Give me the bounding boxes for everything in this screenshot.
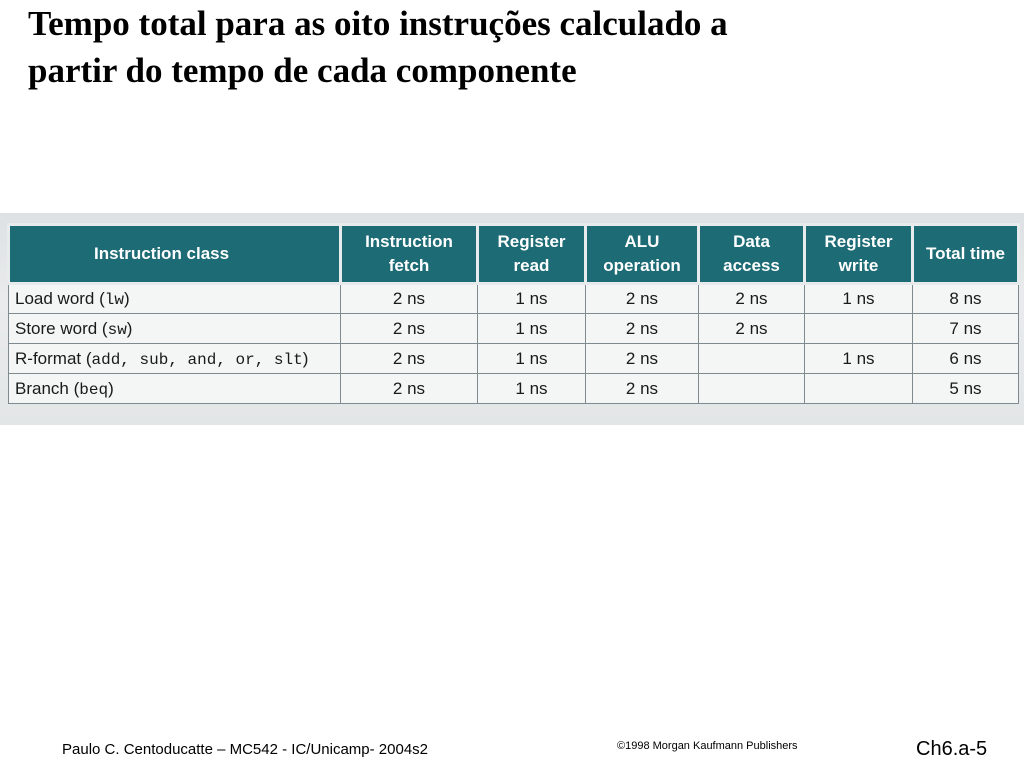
instruction-class-cell: Branch (beq): [8, 373, 341, 404]
table-cell: 8 ns: [912, 283, 1019, 314]
instruction-mnemonic: sw: [107, 320, 127, 339]
header-total-time: Total time: [911, 223, 1020, 285]
table-cell: 2 ns: [585, 343, 699, 374]
table-cell: 2 ns: [698, 283, 805, 314]
table-row: Load word (lw) 2 ns 1 ns 2 ns 2 ns 1 ns …: [8, 283, 1019, 314]
header-register-write: Register write: [803, 223, 914, 285]
instruction-class-label-end: ): [126, 318, 133, 338]
instruction-class-label: R-format (: [15, 348, 92, 368]
table-cell: 1 ns: [804, 283, 913, 314]
instruction-class-label-end: ): [123, 289, 130, 308]
table-cell: 2 ns: [340, 283, 478, 314]
table-cell: 2 ns: [340, 343, 478, 374]
header-instruction-class: Instruction class: [7, 223, 342, 285]
instruction-timing-table: Instruction class Instruction fetch Regi…: [7, 223, 1020, 404]
slide-title: Tempo total para as oito instruções calc…: [28, 0, 988, 94]
footer-page-number: Ch6.a-5: [916, 738, 988, 760]
table-cell: 2 ns: [340, 313, 478, 344]
table-cell: 1 ns: [477, 283, 586, 314]
footer-copyright: ©1998 Morgan Kaufmann Publishers: [617, 740, 798, 752]
instruction-class-label: Load word (: [15, 289, 105, 308]
instruction-mnemonic: add, sub, and, or, slt: [91, 350, 303, 369]
instruction-class-label-end: ): [302, 348, 309, 368]
table-cell: 2 ns: [585, 373, 699, 404]
instruction-class-label: Store word (: [15, 318, 108, 338]
instruction-class-cell: R-format (add, sub, and, or, slt): [8, 343, 341, 374]
table-row: Branch (beq) 2 ns 1 ns 2 ns 5 ns: [8, 373, 1019, 404]
header-register-read: Register read: [476, 223, 587, 285]
table-cell: 1 ns: [477, 313, 586, 344]
table-cell: 2 ns: [585, 313, 699, 344]
table-row: Store word (sw) 2 ns 1 ns 2 ns 2 ns 7 ns: [8, 313, 1019, 344]
instruction-class-cell: Load word (lw): [8, 283, 341, 314]
table-cell: 2 ns: [340, 373, 478, 404]
instruction-class-label-end: ): [108, 378, 114, 398]
table-cell: 1 ns: [477, 373, 586, 404]
instruction-class-cell: Store word (sw): [8, 313, 341, 344]
slide-title-line-1: Tempo total para as oito instruções calc…: [28, 4, 728, 43]
instruction-mnemonic: beq: [79, 380, 109, 399]
table-cell: [804, 373, 913, 404]
table-cell: 2 ns: [585, 283, 699, 314]
header-instruction-fetch: Instruction fetch: [339, 223, 479, 285]
table-cell: [804, 313, 913, 344]
table-cell: 7 ns: [912, 313, 1019, 344]
header-alu-operation: ALU operation: [584, 223, 700, 285]
table-cell: 1 ns: [477, 343, 586, 374]
footer-author: Paulo C. Centoducatte – MC542 - IC/Unica…: [62, 741, 429, 758]
instruction-mnemonic: lw: [104, 291, 124, 309]
slide-title-line-2: partir do tempo de cada componente: [28, 51, 577, 90]
table-cell: 5 ns: [912, 373, 1019, 404]
table-cell: 2 ns: [698, 313, 805, 344]
table-header-row: Instruction class Instruction fetch Regi…: [7, 223, 1020, 285]
table-cell: [698, 373, 805, 404]
table-cell: 1 ns: [804, 343, 913, 374]
table-row: R-format (add, sub, and, or, slt) 2 ns 1…: [8, 343, 1019, 374]
instruction-class-label: Branch (: [15, 378, 80, 398]
header-data-access: Data access: [697, 223, 806, 285]
table-cell: 6 ns: [912, 343, 1019, 374]
table-cell: [698, 343, 805, 374]
